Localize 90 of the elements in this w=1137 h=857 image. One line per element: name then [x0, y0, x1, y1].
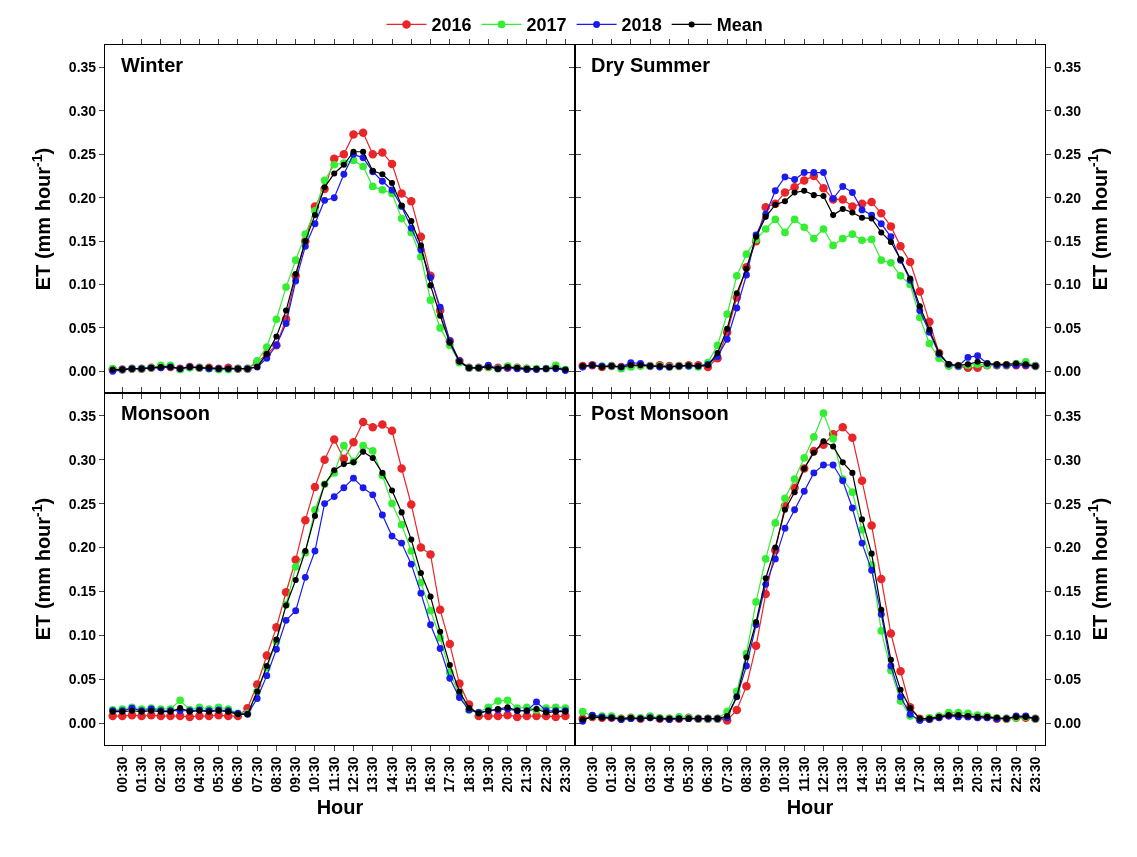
y-tick-label: 0.00	[68, 363, 97, 380]
x-tick-label: 18:30	[930, 756, 947, 793]
x-tick-label: 03:30	[641, 756, 658, 793]
x-tick-label: 20:30	[499, 756, 516, 793]
x-tick-label: 19:30	[949, 756, 966, 793]
y-tick-label: 0.00	[1053, 363, 1082, 380]
chart-title: Dry Summer	[591, 54, 711, 76]
x-tick-label: 11:30	[325, 756, 342, 792]
legend-label: 2016	[431, 15, 472, 36]
y-tick-label: 0.15	[1053, 233, 1082, 250]
y-tick-label: 0.35	[1053, 407, 1082, 424]
y-tick-label: 0.25	[68, 495, 97, 512]
x-tick-label: 03:30	[171, 756, 188, 793]
x-tick-label: 02:30	[622, 756, 639, 793]
x-tick-label: 09:30	[757, 756, 774, 793]
x-tick-label: 14:30	[383, 756, 400, 793]
legend-label: 2018	[621, 15, 662, 36]
x-tick-label: 17:30	[911, 756, 928, 793]
x-tick-label: 13:30	[364, 756, 381, 793]
x-axis-title: Hour	[786, 796, 834, 819]
x-tick-label: 07:30	[718, 756, 735, 793]
y-tick-label: 0.05	[1053, 319, 1082, 336]
y-tick-label: 0.20	[1053, 539, 1082, 556]
y-tick-label: 0.10	[1053, 276, 1082, 293]
y-tick-label: 0.20	[68, 539, 97, 556]
y-tick-label: 0.20	[68, 189, 97, 206]
x-tick-label: 15:30	[402, 756, 419, 793]
y-tick-label: 0.15	[68, 583, 97, 600]
y-tick-label: 0.35	[1053, 59, 1082, 76]
x-tick-label: 12:30	[345, 756, 362, 793]
x-tick-label: 05:30	[210, 756, 227, 793]
x-tick-label: 21:30	[988, 756, 1005, 793]
text: Monsoon	[121, 402, 210, 424]
y-tick-label: 0.05	[68, 319, 97, 336]
x-tick-label: 22:30	[1007, 756, 1024, 793]
y-tick-label: 0.10	[1053, 627, 1082, 644]
text: Post Monsoon	[591, 402, 729, 424]
x-tick-label: 14:30	[853, 756, 870, 793]
x-tick-label: 09:30	[287, 756, 304, 793]
x-tick-label: 13:30	[834, 756, 851, 793]
x-tick-label: 01:30	[133, 756, 150, 793]
x-tick-label: 04:30	[190, 756, 207, 793]
x-tick-label: 23:30	[1026, 756, 1043, 793]
x-tick-label: 08:30	[737, 756, 754, 793]
y-tick-label: 0.25	[68, 146, 97, 163]
y-tick-label: 0.30	[68, 451, 97, 468]
x-tick-label: 17:30	[441, 756, 458, 793]
y-tick-label: 0.00	[68, 714, 97, 731]
y-tick-label: 0.20	[1053, 189, 1082, 206]
x-tick-label: 20:30	[969, 756, 986, 793]
chart-title: Winter	[121, 54, 184, 76]
x-tick-label: 01:30	[603, 756, 620, 793]
x-tick-label: 18:30	[460, 756, 477, 793]
x-tick-label: 00:30	[113, 756, 130, 793]
y-tick-label: 0.30	[1053, 102, 1082, 119]
x-axis-title: Hour	[316, 796, 364, 819]
x-tick-label: 02:30	[152, 756, 169, 793]
x-tick-label: 06:30	[229, 756, 246, 793]
y-tick-label: 0.30	[1053, 451, 1082, 468]
x-tick-label: 21:30	[518, 756, 535, 793]
x-tick-label: 10:30	[776, 756, 793, 793]
y-tick-label: 0.15	[68, 233, 97, 250]
y-tick-label: 0.15	[1053, 583, 1082, 600]
x-tick-label: 08:30	[267, 756, 284, 793]
y-tick-label: 0.10	[68, 627, 97, 644]
y-tick-label: 0.05	[1053, 671, 1082, 688]
y-tick-label: 0.25	[1053, 146, 1082, 163]
y-tick-label: 0.10	[68, 276, 97, 293]
y-tick-label: 0.05	[68, 671, 97, 688]
legend-label: 2017	[526, 15, 567, 36]
x-tick-label: 04:30	[660, 756, 677, 793]
x-tick-label: 11:30	[795, 756, 812, 792]
x-tick-label: 23:30	[556, 756, 573, 793]
y-tick-label: 0.00	[1053, 714, 1082, 731]
y-tick-label: 0.30	[68, 102, 97, 119]
x-tick-label: 06:30	[699, 756, 716, 793]
x-tick-label: 07:30	[248, 756, 265, 793]
x-tick-label: 22:30	[537, 756, 554, 793]
y-tick-label: 0.35	[68, 407, 97, 424]
legend-label: Mean	[716, 15, 763, 36]
x-tick-label: 16:30	[892, 756, 909, 793]
x-tick-label: 10:30	[306, 756, 323, 793]
x-tick-label: 05:30	[680, 756, 697, 793]
y-tick-label: 0.35	[68, 59, 97, 76]
y-tick-label: 0.25	[1053, 495, 1082, 512]
x-tick-label: 16:30	[422, 756, 439, 793]
x-tick-label: 12:30	[815, 756, 832, 793]
x-tick-label: 00:30	[583, 756, 600, 793]
x-tick-label: 19:30	[479, 756, 496, 793]
x-tick-label: 15:30	[872, 756, 889, 793]
